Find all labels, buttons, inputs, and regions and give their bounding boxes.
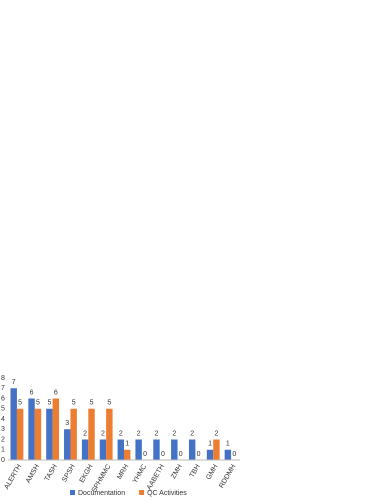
legend-swatch — [139, 490, 145, 495]
data-label: 2 — [119, 430, 123, 437]
data-label: 2 — [137, 430, 141, 437]
data-label: 0 — [143, 451, 147, 458]
y-tick-label: 3 — [1, 426, 5, 433]
bar — [106, 408, 113, 460]
y-tick-label: 1 — [1, 447, 5, 454]
data-label: 1 — [226, 441, 230, 448]
y-tick-label: 8 — [1, 375, 5, 382]
bar — [16, 408, 24, 460]
data-label: 5 — [36, 400, 40, 407]
bar — [88, 408, 95, 460]
data-label: 0 — [179, 451, 183, 458]
data-label: 7 — [12, 379, 16, 386]
x-tick-label: YHMC — [132, 463, 148, 484]
x-tick-label: AABETH — [146, 463, 166, 491]
y-tick-label: 7 — [1, 385, 5, 392]
y-tick-label: 5 — [1, 406, 5, 413]
data-label: 2 — [155, 430, 159, 437]
x-tick-label: MRH — [116, 463, 130, 480]
bar — [135, 439, 142, 460]
data-label: 0 — [161, 451, 165, 458]
data-label: 0 — [232, 451, 236, 458]
x-tick-label: RDDMH — [218, 463, 237, 489]
x-tick-label: EKGH — [79, 463, 95, 484]
bar — [52, 398, 60, 460]
bar — [213, 439, 220, 460]
x-tick-label: TASH — [44, 463, 59, 482]
bar — [34, 408, 42, 460]
x-tick-label: SPSH — [61, 463, 77, 483]
data-label: 5 — [18, 400, 22, 407]
bar — [64, 429, 71, 460]
data-label: 5 — [107, 400, 111, 407]
y-tick-label: 6 — [1, 395, 5, 402]
data-label: 2 — [172, 430, 176, 437]
x-tick-label: ALERTH — [3, 463, 23, 490]
data-label: 5 — [72, 400, 76, 407]
legend-label: QC Activities — [147, 490, 187, 497]
bar — [10, 388, 17, 460]
bar — [224, 449, 232, 460]
bar — [28, 398, 35, 460]
x-tick-label: ZMH — [170, 463, 184, 480]
bar — [70, 408, 77, 460]
bar — [188, 439, 196, 460]
y-tick-label: 4 — [1, 416, 5, 423]
bar — [124, 449, 131, 460]
x-tick-label: TBH — [189, 463, 202, 479]
data-label: 2 — [190, 430, 194, 437]
data-label: 0 — [197, 451, 201, 458]
data-label: 6 — [54, 389, 58, 396]
bar — [153, 439, 160, 460]
legend-label: Documentation — [78, 490, 125, 497]
data-label: 5 — [47, 400, 51, 407]
x-tick-label: AMSH — [25, 463, 41, 484]
y-tick-label: 2 — [1, 436, 5, 443]
y-tick-label: 0 — [1, 457, 5, 464]
data-label: 2 — [214, 430, 218, 437]
bar — [117, 439, 124, 460]
data-label: 2 — [101, 430, 105, 437]
data-label: 2 — [83, 430, 87, 437]
bar — [81, 439, 89, 460]
data-label: 1 — [125, 441, 129, 448]
bar — [99, 439, 107, 460]
data-label: 1 — [208, 441, 212, 448]
bar — [46, 408, 53, 460]
data-label: 5 — [90, 400, 94, 407]
bar — [171, 439, 178, 460]
x-tick-label: GMH — [205, 463, 219, 481]
data-label: 6 — [30, 389, 34, 396]
data-label: 3 — [65, 420, 69, 427]
bar — [206, 449, 214, 460]
legend-swatch — [70, 490, 75, 495]
